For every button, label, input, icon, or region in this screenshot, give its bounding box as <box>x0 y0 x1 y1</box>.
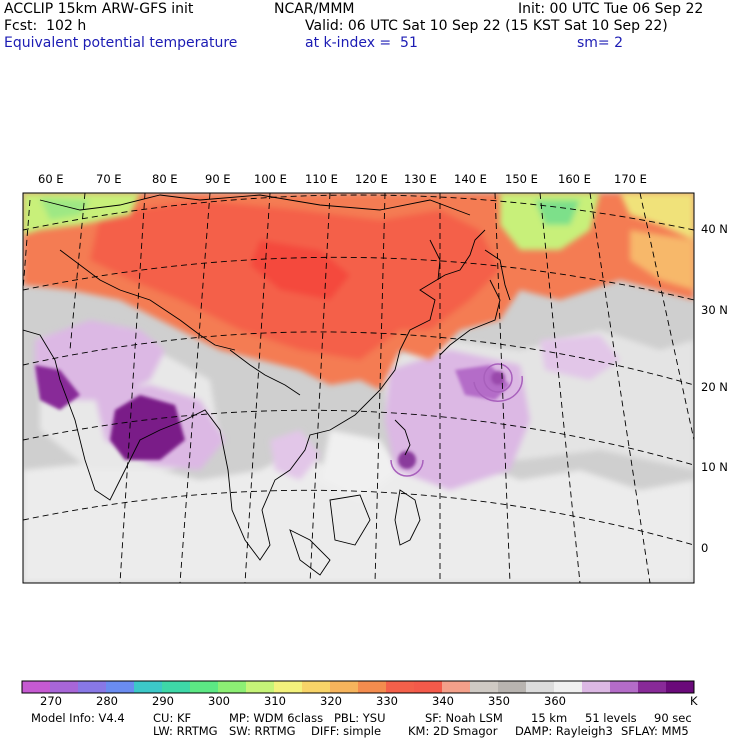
colorbar-swatch <box>274 681 303 693</box>
footer-sw: SW: RRTMG <box>229 724 296 738</box>
footer-levels: 51 levels <box>585 711 637 725</box>
init-time: Init: 00 UTC Tue 06 Sep 22 <box>518 1 704 17</box>
lon-label: 100 E <box>254 172 287 186</box>
colorbar-tick: 300 <box>208 694 230 708</box>
lat-label: 0 <box>701 541 709 555</box>
colorbar-tick: 270 <box>40 694 62 708</box>
typhoon-swirl <box>390 363 523 477</box>
colorbar-tick: 290 <box>152 694 174 708</box>
colorbar-frame <box>21 680 695 694</box>
colorbar-swatch <box>106 681 135 693</box>
valid-time: Valid: 06 UTC Sat 10 Sep 22 (15 KST Sat … <box>305 18 668 34</box>
footer-lw: LW: RRTMG <box>153 724 218 738</box>
level-label: at k-index = 51 <box>305 35 418 51</box>
ne-green <box>535 200 580 225</box>
map-frame <box>22 192 695 584</box>
colorbar-swatch <box>330 681 359 693</box>
colorbar-swatch <box>50 681 79 693</box>
colorbar-tick: 320 <box>320 694 342 708</box>
storm-eye-purple <box>398 451 416 469</box>
lon-label: 170 E <box>614 172 647 186</box>
lon-label: 140 E <box>454 172 487 186</box>
colorbar-swatch <box>554 681 583 693</box>
india-purple-dark <box>35 365 80 410</box>
colorbar-swatch <box>78 681 107 693</box>
colorbar-swatch <box>246 681 275 693</box>
colorbar-tick: 350 <box>488 694 510 708</box>
colorbar-swatch <box>22 681 51 693</box>
colorbar-swatch <box>442 681 471 693</box>
colorbar-tick: 280 <box>96 694 118 708</box>
colorbar-tick: 310 <box>264 694 286 708</box>
lon-label: 80 E <box>152 172 178 186</box>
colorbar-swatch <box>162 681 191 693</box>
lat-label: 20 N <box>701 380 728 394</box>
lon-label: 160 E <box>558 172 591 186</box>
lon-label: 70 E <box>96 172 122 186</box>
lon-label: 60 E <box>38 172 64 186</box>
footer-sflay: SFLAY: MM5 <box>621 724 689 738</box>
colorbar-swatch <box>358 681 387 693</box>
lat-label: 30 N <box>701 303 728 317</box>
colorbar-swatch <box>190 681 219 693</box>
lon-label: 90 E <box>205 172 231 186</box>
field-name: Equivalent potential temperature <box>4 35 238 51</box>
colorbar-tick: 360 <box>544 694 566 708</box>
colorbar-tick: 340 <box>432 694 454 708</box>
colorbar-swatch <box>582 681 611 693</box>
colorbar-swatch <box>134 681 163 693</box>
footer-cu: CU: KF <box>153 711 192 725</box>
colorbar-swatch <box>470 681 499 693</box>
lon-label: 130 E <box>404 172 437 186</box>
ne-orange <box>630 230 694 290</box>
model-title: ACCLIP 15km ARW-GFS init <box>4 1 194 17</box>
colorbar-swatch <box>302 681 331 693</box>
lat-label: 10 N <box>701 460 728 474</box>
lon-label: 110 E <box>305 172 338 186</box>
colorbar-swatch <box>526 681 555 693</box>
forecast-hour: Fcst: 102 h <box>4 18 87 34</box>
coastlines <box>23 194 511 576</box>
lat-label: 40 N <box>701 222 728 236</box>
colorbar-swatch <box>610 681 639 693</box>
colorbar-unit: K <box>690 694 698 708</box>
colorbar-swatch <box>218 681 247 693</box>
lon-label: 150 E <box>505 172 538 186</box>
colorbar-swatch <box>414 681 443 693</box>
footer-timestep: 90 sec <box>654 711 692 725</box>
colorbar-swatch <box>666 681 695 693</box>
footer-km: KM: 2D Smagor <box>408 724 498 738</box>
lon-label: 120 E <box>355 172 388 186</box>
footer-model-info: Model Info: V4.4 <box>31 711 125 725</box>
tropical-light-region <box>23 450 694 583</box>
colorbar-swatch <box>638 681 667 693</box>
typhoon-eye-purple <box>491 371 505 385</box>
footer-resolution: 15 km <box>531 711 568 725</box>
ne-yellow <box>620 193 694 240</box>
scs-light-region <box>320 430 400 500</box>
map-field <box>23 193 694 583</box>
footer-mp: MP: WDM 6class <box>229 711 324 725</box>
footer-diff: DIFF: simple <box>311 724 382 738</box>
smoothing-label: sm= 2 <box>577 35 624 51</box>
colorbar-swatch <box>498 681 527 693</box>
center-name: NCAR/MMM <box>274 1 355 17</box>
colorbar-swatch <box>386 681 415 693</box>
footer-damp: DAMP: Rayleigh3 <box>515 724 613 738</box>
footer-pbl: PBL: YSU <box>334 711 386 725</box>
graticule <box>23 193 694 583</box>
colorbar-tick: 330 <box>376 694 398 708</box>
footer-sf: SF: Noah LSM <box>425 711 503 725</box>
